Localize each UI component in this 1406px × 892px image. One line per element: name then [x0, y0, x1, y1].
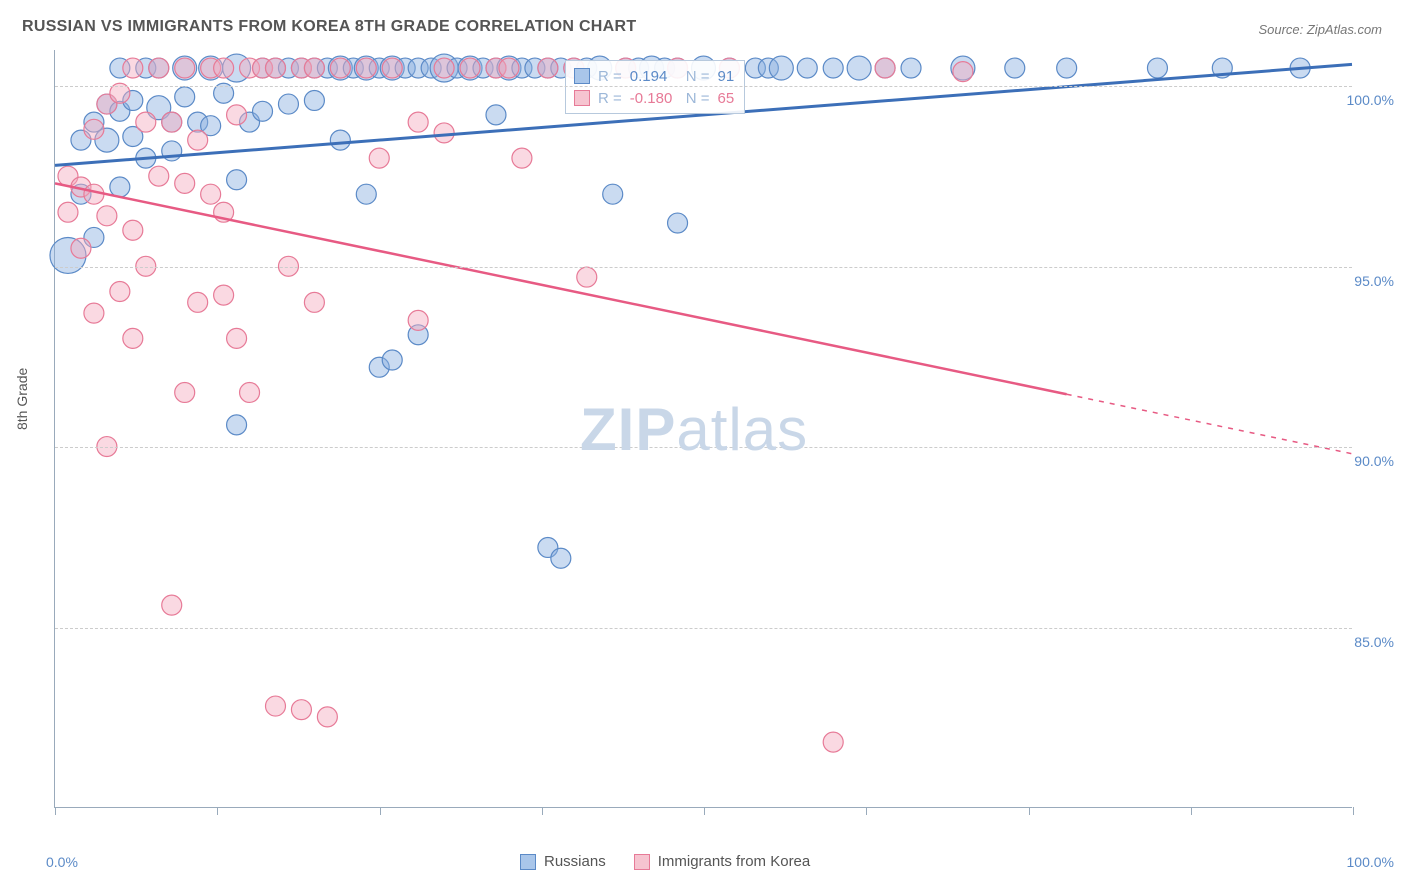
legend-item-korea: Immigrants from Korea	[634, 853, 811, 870]
chart-title: RUSSIAN VS IMMIGRANTS FROM KOREA 8TH GRA…	[22, 18, 636, 36]
r-value: -0.180	[630, 90, 678, 107]
legend-label: Russians	[544, 853, 606, 870]
xtick-label: 100.0%	[1347, 854, 1394, 870]
square-icon	[574, 90, 590, 106]
r-value: 0.194	[630, 68, 678, 85]
ytick-label: 90.0%	[1354, 453, 1394, 469]
plot-area: R = 0.194 N = 91 R = -0.180 N = 65	[54, 50, 1352, 808]
source-credit: Source: ZipAtlas.com	[1258, 22, 1382, 37]
gridline	[55, 628, 1352, 629]
n-value: 65	[718, 90, 735, 107]
xtick-label: 0.0%	[46, 854, 78, 870]
xtick	[380, 807, 381, 815]
xtick	[217, 807, 218, 815]
n-label: N =	[686, 68, 710, 85]
y-axis-label: 8th Grade	[14, 368, 30, 430]
n-value: 91	[718, 68, 735, 85]
square-icon	[634, 854, 650, 870]
gridline	[55, 447, 1352, 448]
gridline	[55, 86, 1352, 87]
ytick-label: 100.0%	[1347, 92, 1394, 108]
stats-row-korea: R = -0.180 N = 65	[574, 87, 734, 109]
legend-item-russians: Russians	[520, 853, 606, 870]
xtick	[866, 807, 867, 815]
series-legend: Russians Immigrants from Korea	[520, 853, 810, 870]
stats-row-russians: R = 0.194 N = 91	[574, 65, 734, 87]
xtick	[55, 807, 56, 815]
xtick	[1353, 807, 1354, 815]
scatter-svg	[55, 50, 1352, 807]
xtick	[1191, 807, 1192, 815]
n-label: N =	[686, 90, 710, 107]
r-label: R =	[598, 68, 622, 85]
xtick	[704, 807, 705, 815]
ytick-label: 95.0%	[1354, 273, 1394, 289]
xtick	[542, 807, 543, 815]
square-icon	[574, 68, 590, 84]
square-icon	[520, 854, 536, 870]
gridline	[55, 267, 1352, 268]
legend-label: Immigrants from Korea	[658, 853, 811, 870]
r-label: R =	[598, 90, 622, 107]
ytick-label: 85.0%	[1354, 634, 1394, 650]
xtick	[1029, 807, 1030, 815]
